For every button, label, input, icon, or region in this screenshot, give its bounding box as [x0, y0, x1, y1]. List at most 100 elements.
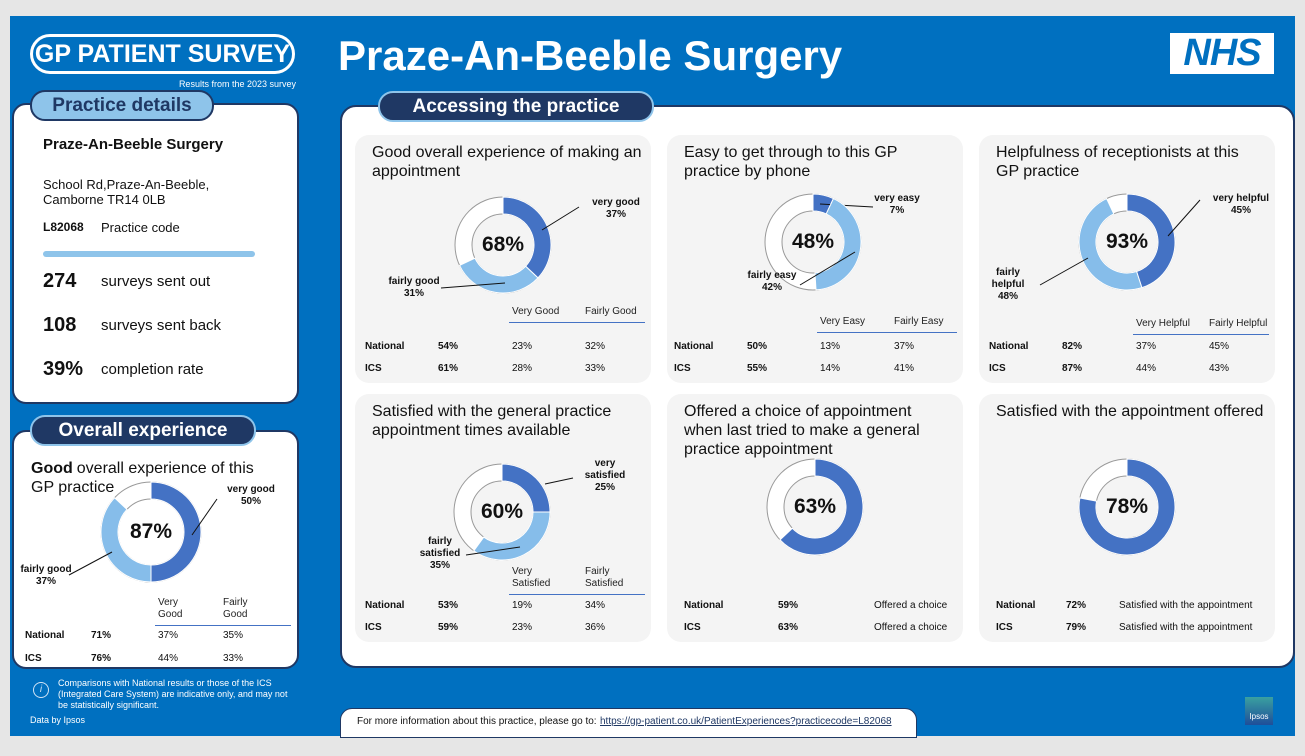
segment-value: 45% [1230, 205, 1251, 216]
segment-value: 37% [35, 576, 56, 587]
header-rule [155, 625, 291, 626]
metric-card: Offered a choice of appointment when las… [667, 394, 963, 642]
row-value: 37% [158, 630, 179, 641]
row-value: 33% [585, 363, 606, 374]
row-name: National [996, 600, 1036, 611]
row-name: ICS [674, 363, 691, 374]
link-box [340, 708, 917, 738]
segment-value: 42% [761, 282, 782, 293]
row-overall: 54% [438, 341, 459, 352]
segment-name: fairly satisfied [419, 536, 461, 559]
segment-value: 48% [997, 291, 1018, 302]
stat-value: 39% [43, 358, 84, 380]
card-title: Offered a choice of appointment when las… [684, 403, 920, 458]
row-overall: 82% [1062, 341, 1083, 352]
row-name: National [365, 600, 405, 611]
row-value: 13% [820, 341, 841, 352]
segment-name: very good [592, 197, 640, 208]
donut [1039, 193, 1201, 291]
segment-value: 25% [594, 482, 615, 493]
segment-value: 31% [403, 288, 424, 299]
stat-label: surveys sent out [101, 273, 211, 290]
row-overall: 71% [91, 630, 112, 641]
practice-name: Praze-An-Beeble Surgery [43, 136, 224, 153]
segment-name: fairly easy [747, 270, 797, 281]
address-line: School Rd,Praze-An-Beeble, [43, 177, 210, 192]
donut [766, 458, 864, 556]
row-overall: 59% [438, 622, 459, 633]
segment-label: very good 37% [584, 197, 648, 221]
leader-line [191, 498, 218, 536]
row-overall: 63% [778, 622, 799, 633]
card-title: Helpfulness of receptionists at this GP … [996, 144, 1239, 180]
leader-line [1167, 199, 1201, 237]
segment-label: fairly good 31% [382, 276, 446, 300]
row-value: 35% [223, 630, 244, 641]
row-value: 44% [1136, 363, 1157, 374]
segment-name: very helpful [1212, 193, 1270, 204]
row-name: ICS [996, 622, 1013, 633]
header-rule [509, 322, 645, 323]
column-header: Very Easy [820, 316, 866, 327]
row-name: ICS [25, 653, 42, 664]
header-rule [509, 594, 645, 595]
donut [453, 463, 574, 561]
card-title: Satisfied with the general practice appo… [372, 403, 612, 439]
segment-name: fairly helpful [991, 267, 1025, 290]
total-label: 68% [481, 233, 525, 256]
row-note: Offered a choice [874, 622, 948, 633]
row-value: 45% [1209, 341, 1230, 352]
leader-line [541, 206, 580, 231]
row-overall: 50% [747, 341, 768, 352]
total-label: 60% [480, 500, 524, 523]
row-value: 32% [585, 341, 606, 352]
donut-segment [1078, 458, 1176, 556]
row-overall: 72% [1066, 600, 1087, 611]
panel-tab: Accessing the practice [378, 91, 654, 122]
segment-label: very easy 7% [865, 193, 929, 217]
segment-value: 35% [429, 560, 450, 571]
leader-line [819, 203, 874, 208]
row-name: National [684, 600, 724, 611]
donut [68, 481, 218, 583]
row-name: National [674, 341, 714, 352]
overall-title: Good overall experience of this GP practi… [31, 459, 271, 497]
row-value: 36% [585, 622, 606, 633]
row-value: 23% [512, 341, 533, 352]
row-note: Offered a choice [874, 600, 948, 611]
card-title: Easy to get through to this GP practice … [684, 144, 898, 180]
leader-line [68, 551, 113, 576]
segment-label: fairly easy 42% [740, 270, 804, 294]
row-value: 37% [894, 341, 915, 352]
row-value: 19% [512, 600, 533, 611]
credit: Data by Ipsos [30, 715, 86, 725]
segment-label: fairly good 37% [14, 564, 78, 588]
total-label: 93% [1105, 230, 1149, 253]
segment-label: very good 50% [219, 484, 283, 508]
metric-card: Good overall experience of making an app… [355, 135, 651, 383]
stat-value: 108 [43, 314, 77, 336]
total-label: 78% [1105, 495, 1149, 518]
overall-title-bold: Good [31, 460, 73, 477]
leader-line [1039, 257, 1089, 286]
row-value: 37% [1136, 341, 1157, 352]
practice-code: L82068 [43, 220, 84, 234]
row-overall: 87% [1062, 363, 1083, 374]
column-header: Fairly Helpful [1209, 318, 1268, 329]
metric-card: Easy to get through to this GP practice … [667, 135, 963, 383]
donut-segment [458, 257, 539, 294]
donut-segment [814, 197, 862, 291]
segment-name: very good [227, 484, 275, 495]
row-overall: 76% [91, 653, 112, 664]
overall-panel: Good overall experience of this GP practi… [12, 430, 299, 669]
link[interactable]: https://gp-patient.co.uk/PatientExperien… [600, 716, 892, 727]
row-name: ICS [365, 363, 382, 374]
row-value: 14% [820, 363, 841, 374]
segment-label: very satisfied 25% [580, 458, 630, 494]
divider [43, 251, 255, 257]
segment-name: very easy [874, 193, 920, 204]
panel-tab: Practice details [30, 90, 214, 121]
segment-name: fairly good [388, 276, 440, 287]
